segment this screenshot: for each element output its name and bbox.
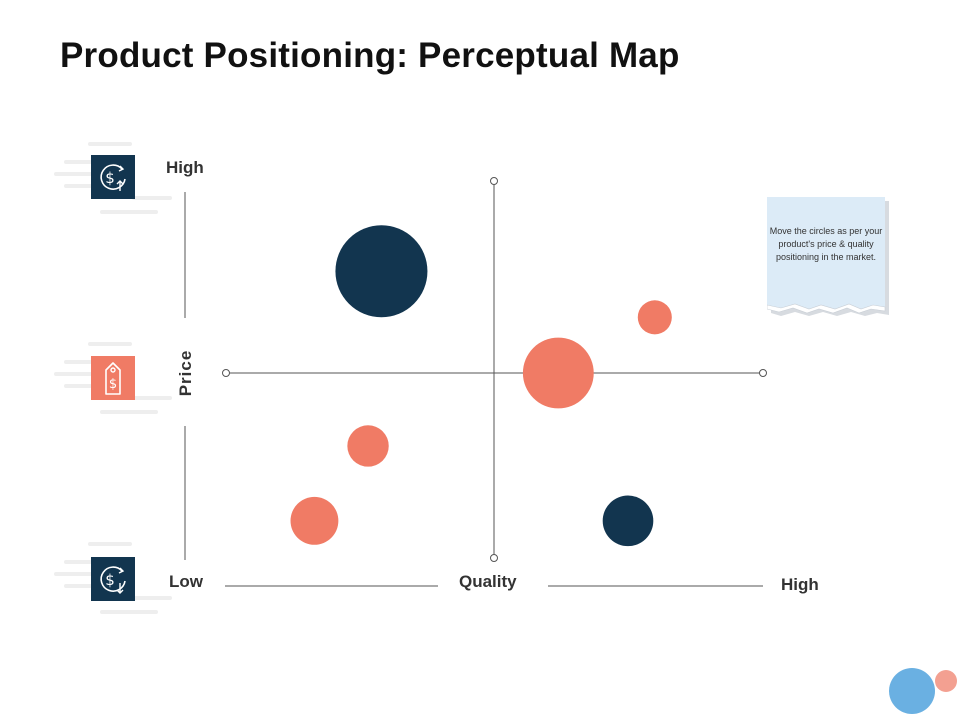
- accent-circle-coral: [935, 670, 957, 692]
- corner-accent-circles: [889, 668, 957, 714]
- divider-endpoint-top: [490, 177, 498, 185]
- decorative-lines-middle: [54, 342, 172, 414]
- price-tag-icon: $: [91, 356, 135, 400]
- divider-endpoint-left: [222, 369, 230, 377]
- accent-circle-blue: [889, 668, 935, 714]
- quality-low-label: Low: [169, 572, 203, 591]
- svg-text:$: $: [109, 377, 117, 392]
- instruction-note: Move the circles as per your product's p…: [767, 197, 889, 316]
- position-circle-1[interactable]: [335, 225, 428, 318]
- page-title: Product Positioning: Perceptual Map: [60, 36, 680, 75]
- svg-text:$: $: [105, 169, 115, 187]
- divider-endpoint-right: [759, 369, 767, 377]
- price-high-label: High: [166, 158, 204, 177]
- divider-endpoint-bottom: [490, 554, 498, 562]
- price-increase-icon: $: [91, 155, 135, 199]
- quality-axis-label: Quality: [459, 572, 517, 591]
- price-decrease-icon: $: [91, 557, 135, 601]
- position-circle-3[interactable]: [522, 337, 594, 409]
- note-text: Move the circles as per your product's p…: [769, 226, 883, 262]
- position-circle-5[interactable]: [290, 496, 339, 545]
- decorative-lines-bottom: [54, 542, 172, 614]
- quality-high-label: High: [781, 575, 819, 594]
- position-circle-6[interactable]: [602, 495, 654, 547]
- svg-text:$: $: [105, 571, 115, 589]
- position-circle-2[interactable]: [637, 300, 672, 335]
- position-circle-4[interactable]: [347, 425, 389, 467]
- decorative-lines-top: [54, 142, 172, 214]
